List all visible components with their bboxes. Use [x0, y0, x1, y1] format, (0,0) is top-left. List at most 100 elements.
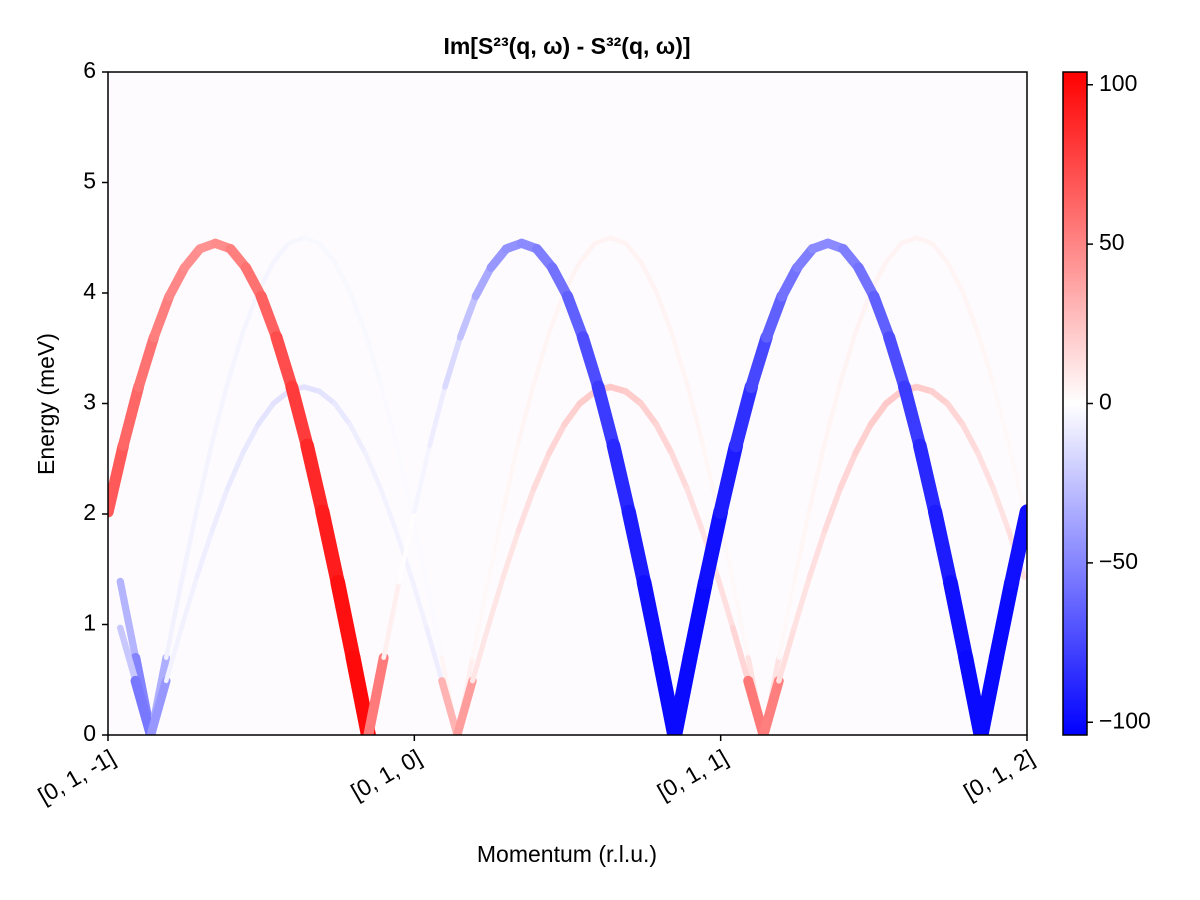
band-segment: [209, 486, 230, 533]
band-segment: [163, 579, 184, 660]
band-segment: [179, 507, 200, 584]
band-segment: [225, 330, 246, 386]
band-segment: [271, 241, 291, 265]
band-segment: [424, 579, 445, 660]
band-segment: [363, 330, 383, 386]
band-segment: [806, 527, 828, 580]
band-segment: [412, 443, 432, 515]
band-segment: [1004, 504, 1027, 590]
band-segment: [729, 624, 752, 684]
band-segment: [682, 575, 713, 666]
band-segment: [117, 624, 139, 685]
y-tick-label: 5: [83, 168, 96, 194]
band-segment: [591, 380, 620, 452]
band-segment: [730, 579, 751, 660]
band-segment: [914, 235, 935, 246]
band-segment: [240, 421, 261, 456]
band-segment: [347, 422, 368, 456]
band-segment: [577, 240, 598, 265]
band-segment: [743, 675, 769, 735]
band-segment: [453, 676, 477, 735]
band-segment: [347, 289, 368, 335]
band-segment: [149, 291, 175, 343]
band-segment: [427, 384, 448, 448]
band-segment: [867, 400, 890, 428]
band-segment: [363, 652, 389, 735]
band-segment: [130, 675, 156, 735]
band-segment: [943, 575, 974, 666]
x-tick-label: [0, 1, -1]: [33, 744, 119, 809]
band-segment: [345, 650, 376, 735]
band-segment: [469, 625, 491, 684]
heatmap: [108, 235, 1027, 735]
band-segment: [133, 332, 160, 393]
band-segment: [684, 381, 705, 445]
band-segment: [378, 486, 399, 533]
colorbar-tick-label: 100: [1099, 70, 1137, 96]
band-segment: [623, 240, 644, 265]
band-segment: [653, 421, 675, 457]
band-segment: [381, 580, 402, 661]
band-segment: [301, 235, 322, 246]
chart-title: Im[S²³(q, ω) - S³²(q, ω)]: [443, 33, 690, 59]
band-segment: [561, 400, 583, 428]
band-segment: [960, 289, 981, 335]
band-segment: [408, 574, 429, 631]
band-segment: [975, 330, 996, 386]
band-segment: [592, 235, 613, 246]
band-segment: [485, 507, 506, 584]
band-segment: [471, 263, 495, 301]
band-segment: [883, 331, 911, 393]
band-segment: [530, 450, 552, 492]
band-segment: [316, 388, 338, 407]
band-segment: [988, 575, 1020, 666]
band-segment: [868, 290, 895, 343]
band-segment: [396, 509, 417, 585]
band-segment: [285, 380, 314, 452]
band-segment: [442, 334, 464, 390]
band-segment: [608, 235, 628, 246]
x-tick-label: [0, 1, 0]: [346, 744, 425, 805]
band-segment: [837, 330, 858, 386]
band-segment: [945, 259, 965, 295]
band-segment: [990, 485, 1012, 534]
band-segment: [882, 388, 905, 407]
y-tick-label: 0: [83, 720, 96, 746]
band-segment: [821, 485, 843, 534]
band-segment: [116, 577, 140, 662]
band-segment: [117, 381, 145, 451]
x-tick-label: [0, 1, 2]: [959, 744, 1038, 805]
band-segment: [729, 380, 758, 453]
band-segment: [576, 388, 599, 407]
band-segment: [270, 388, 292, 407]
band-segment: [697, 504, 729, 590]
band-segment: [225, 450, 246, 492]
band-segment: [240, 289, 261, 335]
band-segment: [959, 421, 981, 457]
band-segment: [255, 290, 283, 343]
colorbar-tick-label: 50: [1099, 229, 1125, 255]
band-segment: [684, 485, 706, 534]
band-segment: [638, 259, 659, 295]
x-tick-label: [0, 1, 1]: [653, 744, 732, 805]
band-segment: [668, 450, 690, 492]
band-segment: [928, 388, 951, 407]
band-segment: [146, 676, 171, 735]
band-segment: [456, 292, 479, 341]
band-segment: [546, 289, 567, 335]
band-segment: [621, 504, 652, 590]
band-segment: [667, 650, 698, 735]
band-segment: [470, 579, 491, 660]
band-segment: [928, 504, 958, 590]
band-segment: [332, 259, 353, 295]
band-segment: [883, 240, 904, 265]
band-segment: [807, 439, 828, 512]
band-segment: [108, 439, 130, 518]
band-segment: [606, 438, 636, 519]
band-segment: [929, 241, 950, 265]
band-segment: [378, 381, 399, 445]
colorbar-tick-label: 0: [1099, 389, 1112, 415]
band-segment: [758, 675, 784, 735]
band-segment: [286, 235, 307, 246]
band-segment: [531, 330, 552, 386]
